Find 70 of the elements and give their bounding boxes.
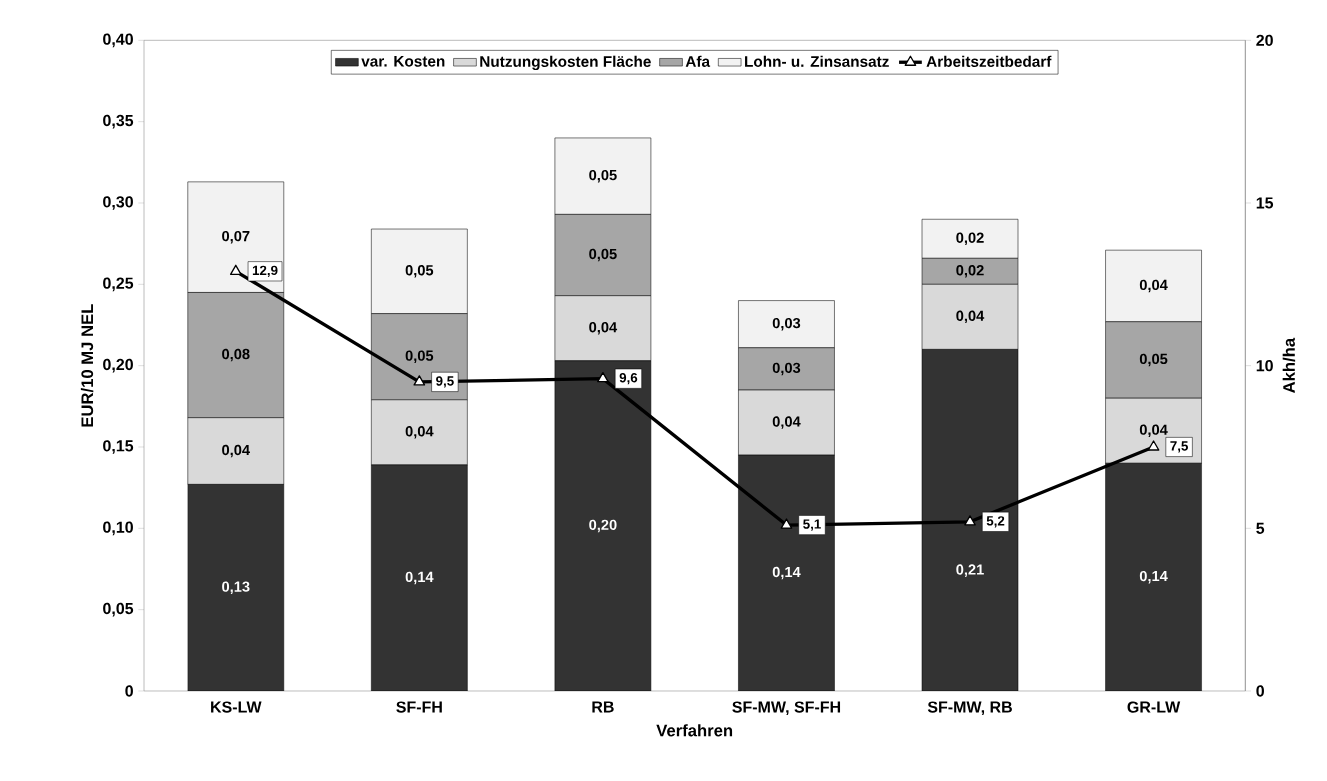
y2-tick-label: 5	[1256, 522, 1265, 534]
data-label: 0,04	[956, 310, 985, 324]
y2-tick-label: 15	[1256, 197, 1274, 209]
data-label: 12,9	[252, 265, 278, 277]
x-axis-title: Verfahren	[656, 724, 733, 737]
x-tick-label: GR-LW	[1127, 701, 1181, 713]
y-tick-label: 0	[125, 685, 133, 697]
data-label: 0,21	[956, 564, 984, 577]
data-label: 0,04	[1139, 279, 1168, 293]
x-tick-label: RB	[592, 701, 614, 713]
point	[780, 518, 793, 529]
legend-label: var. Kosten	[361, 55, 445, 67]
y-tick-label: 0,40	[103, 33, 133, 48]
bar	[921, 349, 1019, 691]
legend-label: Afa	[685, 55, 711, 67]
y-tick-label: 0,20	[103, 358, 133, 373]
bar	[1105, 462, 1202, 691]
y-tick-label: 0,30	[103, 196, 133, 210]
data-label: 0,08	[222, 348, 250, 362]
data-label: 0,02	[956, 232, 984, 246]
y2-tick-label: 20	[1256, 34, 1273, 46]
bar	[554, 360, 652, 691]
y-tick-label: 0,25	[103, 277, 134, 292]
y2-tick-label: 0	[1256, 685, 1264, 697]
data-label: 0,04	[1139, 424, 1168, 437]
data-label: 0,04	[222, 444, 250, 458]
data-label: 0,02	[956, 265, 984, 278]
data-label: 0,05	[405, 350, 434, 363]
data-label: 9,6	[619, 372, 638, 385]
data-label: 5,1	[803, 519, 821, 531]
data-label: 9,5	[436, 376, 454, 388]
y-tick-label: 0,15	[103, 440, 134, 454]
data-label: 7,5	[1170, 441, 1188, 453]
data-label: 0,04	[405, 426, 434, 439]
y-tick-label: 0,35	[103, 114, 134, 129]
bar	[371, 464, 468, 691]
x-tick-label: SF-FH	[396, 701, 442, 713]
point	[229, 264, 242, 275]
legend-label: Lohn- u. Zinsansatz	[745, 55, 889, 67]
data-label: 0,03	[772, 317, 801, 331]
data-label: 0,14	[405, 571, 434, 585]
point	[413, 375, 426, 386]
x-tick-label: SF-MW, SF-FH	[732, 701, 841, 716]
data-label: 0,14	[1139, 570, 1168, 584]
data-label: 0,04	[772, 416, 801, 429]
bar	[738, 454, 835, 691]
bar	[187, 484, 285, 691]
data-label: 0,05	[589, 169, 617, 183]
data-label: 0,07	[222, 230, 250, 244]
y-axis-title: EUR/10 MJ NEL	[80, 304, 94, 427]
x-tick-label: KS-LW	[211, 701, 262, 713]
point	[597, 372, 609, 383]
legend-label: Nutzungskosten Fläche	[480, 55, 651, 71]
data-label: 0,20	[589, 519, 617, 533]
point	[964, 515, 976, 526]
data-label: 0,14	[772, 566, 801, 580]
data-label: 0,05	[405, 265, 434, 278]
point	[1147, 440, 1160, 451]
y-tick-label: 0,05	[103, 602, 134, 617]
data-label: 5,2	[986, 516, 1005, 528]
data-label: 0,13	[222, 581, 250, 594]
data-label: 0,03	[772, 362, 801, 376]
data-label: 0,05	[589, 248, 617, 262]
y2-tick-label: 10	[1256, 360, 1273, 372]
y-tick-label: 0,10	[103, 521, 133, 536]
data-label: 0,05	[1139, 353, 1168, 367]
data-label: 0,04	[589, 322, 618, 335]
legend-label: Arbeitszeitbedarf	[926, 55, 1052, 67]
x-tick-label: SF-MW, RB	[927, 701, 1012, 716]
y2-axis-title: Akh/ha	[1282, 337, 1296, 394]
